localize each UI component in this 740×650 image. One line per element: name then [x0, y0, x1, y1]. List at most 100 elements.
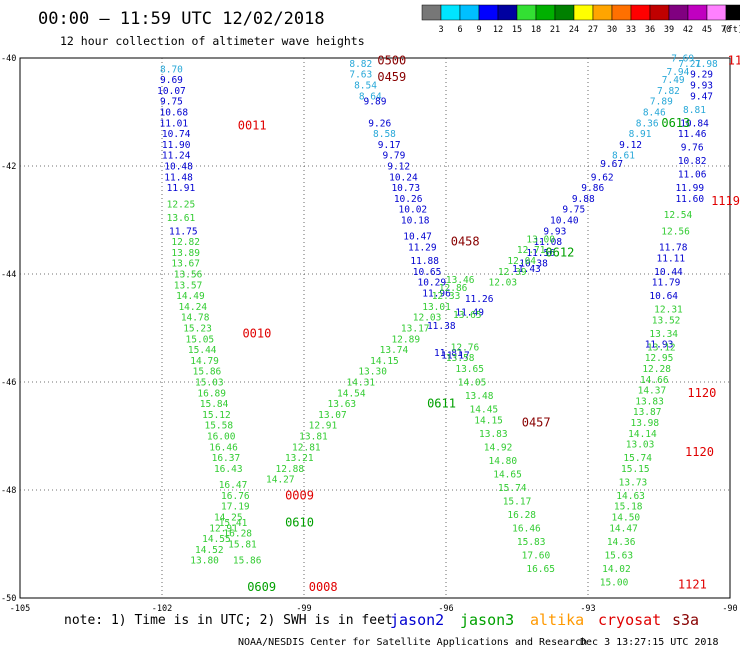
- swh-value-jason3: 13.83: [479, 429, 508, 440]
- swh-value-jason2: 9.93: [543, 226, 566, 237]
- swh-value-jason3: 12.86: [439, 283, 468, 294]
- swh-value-jason3: 15.18: [614, 502, 643, 513]
- swh-value-jason3: 14.05: [458, 378, 487, 389]
- swh-value-jason3: 15.84: [200, 399, 229, 410]
- swh-value-jason3: 12.88: [275, 464, 304, 475]
- swh-value-jason3: 12.91: [309, 421, 338, 432]
- colorbar-swatch: [706, 4, 727, 21]
- swh-value-jason3: 14.78: [181, 313, 210, 324]
- swh-value-jason3: 14.55: [202, 534, 231, 545]
- colorbar-label: 3: [438, 25, 443, 35]
- y-tick-label: -44: [1, 270, 16, 280]
- swh-value-jason3: 12.28: [642, 364, 671, 375]
- swh-value-jason3: 17.60: [522, 550, 551, 561]
- pass-time-label: 0457: [522, 416, 551, 430]
- pass-time-label: 1120: [687, 386, 716, 400]
- swh-value-jason3: 15.86: [233, 556, 262, 567]
- colorbar-swatch: [725, 4, 740, 21]
- swh-value-jason3: 13.48: [465, 391, 494, 402]
- swh-value-jason2: 9.93: [690, 81, 713, 92]
- swh-value-jason2: 11.79: [652, 278, 681, 289]
- swh-value-jason2: 9.47: [690, 91, 713, 102]
- swh-value-jason3: 12.03: [488, 278, 517, 289]
- swh-value-jason2: 10.02: [399, 205, 428, 216]
- swh-value-jason2: 11.26: [465, 294, 494, 305]
- swh-value-jason3: 14.79: [190, 356, 219, 367]
- pass-time-label: 0008: [309, 580, 338, 594]
- swh-value-jason3: 15.03: [195, 378, 224, 389]
- swh-value-jason3: 14.80: [488, 456, 517, 467]
- swh-value-jason3: 16.43: [214, 464, 243, 475]
- swh-value-jason2: 11.93: [645, 340, 674, 351]
- swh-value-jason2: 7.94: [666, 67, 689, 78]
- swh-value-jason2: 11.88: [410, 256, 439, 267]
- swh-value-jason2: 11.43: [512, 264, 541, 275]
- swh-value-jason2: 9.29: [690, 70, 713, 81]
- swh-value-jason2: 9.26: [368, 118, 391, 129]
- swh-value-jason3: 13.01: [422, 302, 451, 313]
- swh-value-jason3: 12.76: [451, 342, 480, 353]
- swh-value-jason3: 14.15: [370, 356, 399, 367]
- colorbar-label: 9: [476, 25, 481, 35]
- swh-value-jason3: 13.98: [630, 418, 659, 429]
- swh-value-jason2: 7.21: [678, 59, 701, 70]
- swh-value-jason2: 10.07: [157, 86, 186, 97]
- axis-ticks: -105 -102 -99 -96 -93 -90 -40 -42 -44 -46 -48 -50: [1, 54, 738, 614]
- y-tick-label: -40: [1, 54, 16, 64]
- swh-value-jason3: 12.95: [645, 353, 674, 364]
- swh-value-jason2: 7.89: [650, 97, 673, 108]
- swh-value-jason2: 11.81: [434, 348, 463, 359]
- swh-value-jason3: 14.65: [493, 469, 522, 480]
- swh-value-jason3: 13.00: [526, 234, 555, 245]
- swh-value-jason2: 9.75: [160, 97, 183, 108]
- swh-value-jason3: 12.31: [654, 305, 683, 316]
- swh-value-jason3: 14.45: [470, 405, 499, 416]
- swh-value-jason2: 11.01: [160, 118, 189, 129]
- swh-value-jason3: 15.86: [193, 367, 222, 378]
- colorbar-swatch: [535, 4, 556, 21]
- swh-value-jason3: 14.52: [195, 545, 224, 556]
- swh-value-jason2: 9.79: [382, 151, 405, 162]
- swh-value-jason3: 16.28: [507, 510, 536, 521]
- swh-value-jason3: 12.03: [413, 313, 442, 324]
- swh-value-jason3: 15.74: [623, 453, 652, 464]
- swh-value-jason3: 15.05: [186, 334, 215, 345]
- colorbar-swatch: [497, 4, 518, 21]
- swh-value-jason3: 12.04: [507, 256, 536, 267]
- swh-value-jason3: 16.37: [212, 453, 241, 464]
- x-tick-label: -96: [438, 604, 453, 614]
- swh-value-jason2: 9.67: [600, 159, 623, 170]
- plot-frame: [19, 57, 731, 599]
- pass-time-label: 1119: [711, 194, 740, 208]
- swh-value-jason3: 12.33: [432, 291, 461, 302]
- swh-value-jason3: 13.65: [453, 310, 482, 321]
- swh-value-jason3: 13.61: [167, 213, 196, 224]
- pass-time-label: 0010: [242, 326, 271, 340]
- swh-value-jason3: 13.83: [635, 396, 664, 407]
- swh-value-jason3: 13.07: [318, 410, 347, 421]
- swh-value-jason3: 16.46: [209, 442, 238, 453]
- swh-value-jason2: 11.99: [675, 183, 704, 194]
- swh-value-jason2: 11.91: [167, 183, 196, 194]
- swh-value-jason3: 12.39: [498, 267, 527, 278]
- colorbar-label: 24: [569, 25, 579, 35]
- swh-value-jason3: 12.89: [391, 334, 420, 345]
- pass-time-label: 0500: [377, 54, 406, 68]
- colorbar-swatch: [459, 4, 480, 21]
- swh-value-jason3: 15.63: [604, 550, 633, 561]
- pass-time-label: 0458: [451, 235, 480, 249]
- swh-value-jason3: 15.83: [517, 537, 546, 548]
- swh-value-jason2: 11.56: [526, 248, 555, 259]
- swh-value-jason3: 14.31: [346, 378, 375, 389]
- swh-value-jason3: 14.50: [612, 513, 641, 524]
- colorbar-swatch: [668, 4, 689, 21]
- colorbar-label: 36: [645, 25, 655, 35]
- swh-value-jason2: 11.75: [169, 226, 198, 237]
- swh-value-jason2: 9.12: [619, 140, 642, 151]
- colorbar-label: 12: [493, 25, 503, 35]
- colorbar-label: 6: [457, 25, 462, 35]
- swh-value-jason3: 15.74: [498, 483, 527, 494]
- swh-value-jason2: 10.65: [413, 267, 442, 278]
- swh-value-jason3: 15.41: [219, 518, 248, 529]
- legend-altika: altika: [530, 611, 584, 629]
